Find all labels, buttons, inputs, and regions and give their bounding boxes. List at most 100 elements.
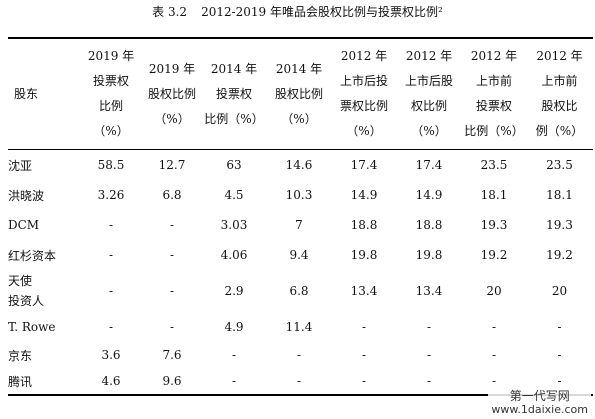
table-cell: - [108, 218, 114, 232]
header-line: 比例（%） [204, 111, 264, 126]
table-cell: - [491, 348, 497, 362]
table-cell: 23.5 [480, 158, 508, 172]
header-line: 上市后投 [339, 74, 388, 88]
table-cell: 19.2 [480, 248, 508, 262]
table-cell: 63 [226, 158, 242, 172]
table-cell: - [169, 248, 175, 262]
table-cell: 3.26 [97, 188, 125, 202]
header-line: 例（%） [535, 124, 584, 138]
table-cell: 19.3 [546, 218, 573, 232]
table-cell: 6.8 [289, 284, 309, 298]
header-line: 2012 年 [405, 49, 453, 63]
table-cell: - [361, 374, 367, 388]
header-line: 2019 年 [87, 49, 135, 63]
table-cell: 13.4 [415, 284, 443, 298]
table-cell: - [426, 374, 432, 388]
header-line: 比例 [98, 99, 123, 113]
table-cell: 9.4 [289, 248, 309, 262]
table-cell: - [557, 374, 562, 388]
table-cell: 14.9 [415, 188, 443, 202]
table-cell: - [108, 284, 114, 298]
table-cell: 19.2 [546, 248, 573, 262]
header-line: （%） [93, 124, 129, 138]
table-row: 京东 3.6 7.6 - - - - - - [8, 342, 593, 368]
header-line: 2012 年 [340, 49, 388, 63]
table-cell: 14.9 [350, 188, 378, 202]
table-cell: 4.6 [101, 374, 121, 388]
table-cell: - [491, 374, 497, 388]
shareholder-name: T. Rowe [8, 320, 56, 334]
header-line: 投票权 [92, 74, 129, 88]
header-line: （%） [346, 124, 382, 138]
table-cell: - [296, 348, 302, 362]
header-line: 上市后股 [404, 74, 453, 88]
table-cell: 11.4 [285, 320, 313, 334]
table-cell: 3.03 [220, 218, 248, 232]
table-cell: 19.8 [350, 248, 378, 262]
header-line: 上市前 [475, 74, 512, 88]
shareholder-name: 沈亚 [8, 158, 33, 173]
table-cell: 7 [295, 218, 303, 232]
table-cell: 19.3 [480, 218, 508, 232]
header-line: （%） [411, 124, 447, 138]
table-cell: - [231, 374, 237, 388]
header-line: 投票权 [215, 86, 252, 101]
table-cell: - [426, 320, 432, 334]
table-cell: 19.8 [415, 248, 443, 262]
table-row: 洪晓波 3.26 6.8 4.5 10.3 14.9 14.9 18.1 18.1 [8, 180, 593, 210]
table-cell: 7.6 [162, 348, 182, 362]
table-cell: - [169, 320, 175, 334]
table-caption: 表 3.2 2012-2019 年唯品会股权比例与投票权比例² [0, 4, 595, 20]
table-cell: - [296, 374, 302, 388]
column-header: 2019 年股权比例 （%） [142, 38, 202, 150]
table-row: 天使 投资人 - - 2.9 6.8 13.4 13.4 20 20 [8, 270, 593, 312]
column-header: 2012 年上市前 投票权 比例（%） [462, 38, 526, 150]
shareholder-name: 洪晓波 [8, 188, 45, 203]
header-line: 2012 年 [536, 49, 583, 63]
table-cell: 18.1 [546, 188, 573, 202]
table-cell: - [491, 320, 497, 334]
table-cell: 14.6 [285, 158, 313, 172]
table-cell: - [426, 348, 432, 362]
header-line: 股权比例 [274, 86, 323, 101]
header-line: 投票权 [475, 99, 512, 113]
header-line: 比例（%） [464, 124, 524, 138]
shareholder-name: 京东 [8, 348, 33, 363]
header-line: （%） [281, 111, 317, 126]
table-cell: 2.9 [224, 284, 244, 298]
table-cell: 13.4 [350, 284, 378, 298]
table-cell: 6.8 [162, 188, 182, 202]
column-header: 2019 年投票权比例 （%） [80, 38, 142, 150]
table-cell: 20 [486, 284, 502, 298]
header-line: 股东 [14, 86, 39, 101]
header-line: 2014 年 [275, 61, 323, 76]
header-line: 票权比例 [339, 99, 388, 113]
table-cell: - [557, 348, 562, 362]
shareholder-name: DCM [8, 218, 40, 232]
header-line: 2019 年 [148, 61, 196, 76]
table-row: 红杉资本 - - 4.06 9.4 19.8 19.8 19.2 19.2 [8, 240, 593, 270]
table-cell: 10.3 [285, 188, 313, 202]
table-cell: - [361, 320, 367, 334]
table-row: 腾讯 4.6 9.6 - - - - - - [8, 368, 593, 395]
shareholder-name: 红杉资本 [8, 248, 57, 263]
table-cell: 4.06 [220, 248, 248, 262]
table-cell: - [108, 320, 114, 334]
table-cell: - [169, 284, 175, 298]
header-line: 权比例 [410, 99, 447, 113]
table-cell: 17.4 [415, 158, 443, 172]
shareholding-table: 股东 2019 年投票权 比例 （%） 2019 年股权比例 （%） 2014 年投票权 比例… [8, 37, 593, 396]
header-line: 股权比例 [147, 86, 196, 101]
table-cell: 4.9 [224, 320, 244, 334]
table-cell: 17.4 [350, 158, 378, 172]
caption-title: 2012-2019 年唯品会股权比例与投票权比例² [201, 5, 443, 19]
table-cell: 4.5 [224, 188, 244, 202]
watermark-line2: www.1daixie.com [491, 403, 588, 416]
table-cell: 18.8 [415, 218, 443, 232]
table-cell: 20 [551, 284, 568, 298]
header-line: （%） [154, 111, 190, 126]
table-cell: 58.5 [97, 158, 125, 172]
table-cell: - [231, 348, 237, 362]
header-shareholder: 股东 [8, 38, 80, 150]
column-header: 2014 年投票权 比例（%） [202, 38, 266, 150]
